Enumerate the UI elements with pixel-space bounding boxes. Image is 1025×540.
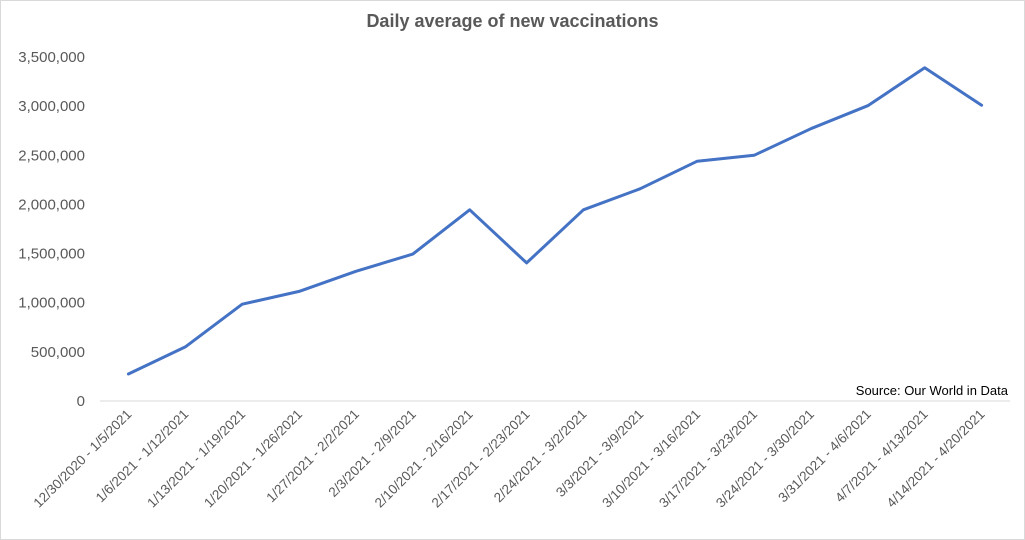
series-line: [126, 66, 984, 376]
x-tick-label: 1/6/2021 - 1/12/2021: [93, 407, 192, 506]
y-tick-label: 3,500,000: [18, 49, 85, 66]
x-tick-label: 1/13/2021 - 1/19/2021: [144, 407, 248, 511]
chart-title: Daily average of new vaccinations: [366, 11, 659, 31]
y-tick-label: 3,000,000: [18, 98, 85, 115]
source-annotation: Source: Our World in Data: [856, 383, 1009, 398]
x-tick-label: 2/24/2021 - 3/2/2021: [491, 407, 590, 506]
x-tick-label: 4/14/2021 - 4/20/2021: [884, 407, 988, 511]
y-tick-label: 1,000,000: [18, 295, 85, 312]
x-tick-label: 2/17/2021 - 2/23/2021: [429, 407, 533, 511]
x-tick-label: 3/31/2021 - 4/6/2021: [775, 407, 874, 506]
y-tick-label: 1,500,000: [18, 246, 85, 263]
series-group: [126, 66, 984, 376]
x-tick-label: 1/27/2021 - 2/2/2021: [263, 407, 362, 506]
x-tick-label: 3/17/2021 - 3/23/2021: [656, 407, 760, 511]
x-tick-label: 3/24/2021 - 3/30/2021: [713, 407, 817, 511]
y-tick-label: 2,500,000: [18, 147, 85, 164]
y-tick-label: 500,000: [31, 344, 85, 361]
y-tick-label: 0: [77, 393, 85, 410]
y-tick-label: 2,000,000: [18, 196, 85, 213]
x-tick-label: 2/10/2021 - 2/16/2021: [372, 407, 476, 511]
x-tick-label: 12/30/2020 - 1/5/2021: [31, 407, 135, 511]
x-tick-label: 1/20/2021 - 1/26/2021: [201, 407, 305, 511]
x-tick-label: 4/7/2021 - 4/13/2021: [832, 407, 931, 506]
x-tick-label: 3/10/2021 - 3/16/2021: [599, 407, 703, 511]
y-axis-tick-labels: 0 500,000 1,000,000 1,500,000 2,000,000 2,500…: [18, 49, 85, 410]
